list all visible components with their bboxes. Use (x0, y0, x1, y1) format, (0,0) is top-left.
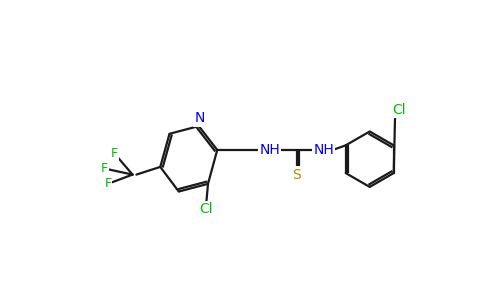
Text: NH: NH (259, 143, 280, 157)
Text: N: N (195, 111, 205, 125)
Text: Cl: Cl (199, 202, 212, 216)
Text: Cl: Cl (392, 103, 406, 117)
Text: S: S (292, 168, 301, 182)
Text: F: F (105, 177, 111, 190)
Text: F: F (110, 146, 118, 160)
Text: NH: NH (313, 143, 334, 157)
Text: F: F (101, 162, 107, 175)
